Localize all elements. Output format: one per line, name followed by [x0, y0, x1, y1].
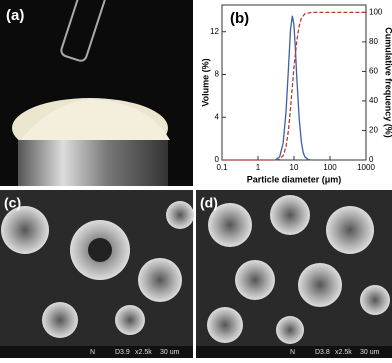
- sem-panel-d: (d) N D3.8 x2.5k 30 um: [196, 190, 392, 358]
- sem-panel-c: (c) N D3.9 x2.5k 30 um: [0, 190, 194, 358]
- y-tick-label: 0: [215, 155, 220, 164]
- x-axis-title: Particle diameter (μm): [247, 174, 342, 184]
- photo-panel: (a): [0, 0, 193, 186]
- sem-detector: N: [90, 349, 95, 356]
- y2-tick-label: 60: [369, 67, 378, 76]
- data-line: [222, 11, 366, 161]
- sem-mag: x2.5k: [135, 349, 152, 356]
- x-tick-label: 1000: [357, 163, 375, 172]
- panel-label: (a): [6, 7, 24, 24]
- data-line: [274, 15, 312, 161]
- panel-label: (b): [230, 10, 249, 27]
- y2-tick-label: 100: [369, 7, 383, 16]
- y2-tick-label: 0: [369, 155, 374, 164]
- y2-tick-label: 20: [369, 126, 378, 135]
- x-tick-label: 10: [290, 163, 299, 172]
- y-tick-label: 8: [215, 70, 220, 79]
- panel-label: (d): [200, 195, 218, 211]
- y2-tick-label: 80: [369, 37, 378, 46]
- sem-wd: D3.8: [315, 349, 330, 356]
- y-tick-label: 12: [210, 27, 219, 36]
- y2-tick-label: 40: [369, 96, 378, 105]
- sem-scale: 30 um: [360, 349, 380, 356]
- x-tick-label: 100: [323, 163, 337, 172]
- y-axis-title: Volume (%): [200, 58, 210, 106]
- x-tick-label: 0.1: [216, 163, 228, 172]
- panel-label: (c): [4, 195, 21, 211]
- sem-wd: D3.9: [115, 349, 130, 356]
- y2-axis-title: Cumulative frequency (%): [384, 27, 392, 138]
- sem-scale: 30 um: [160, 349, 180, 356]
- x-tick-label: 1: [256, 163, 261, 172]
- sem-detector: N: [290, 349, 295, 356]
- sem-mag: x2.5k: [335, 349, 352, 356]
- y-tick-label: 4: [215, 112, 220, 121]
